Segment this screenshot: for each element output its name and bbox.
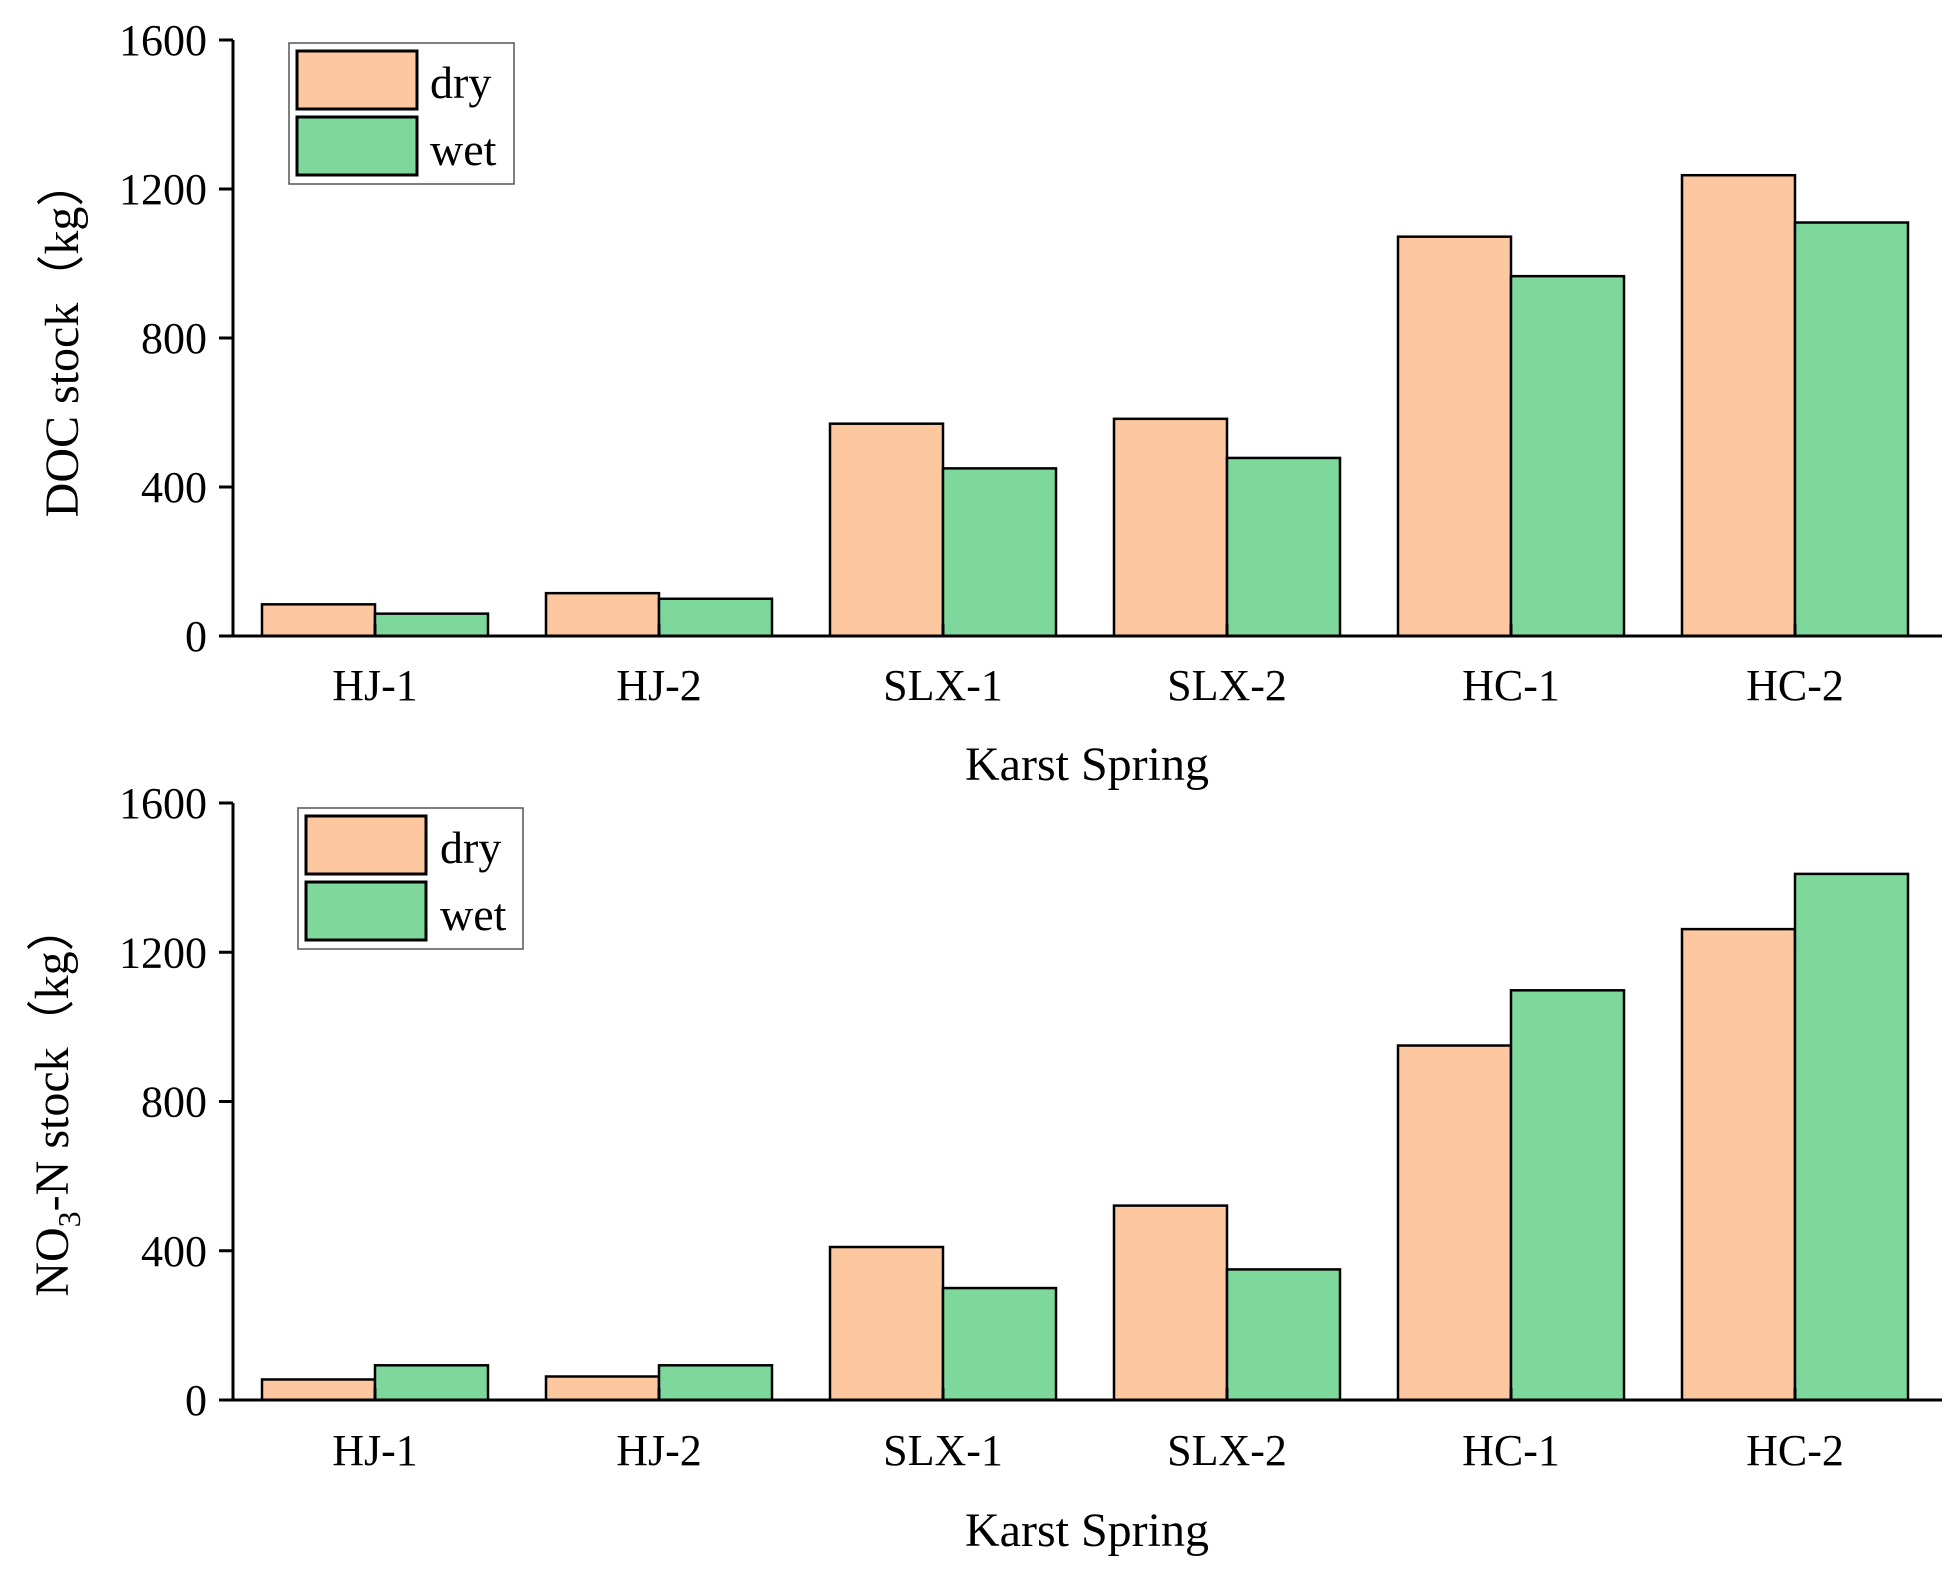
no3n-y-title-main: NO: [26, 1227, 79, 1296]
no3n-y-ticks: 0 400 800 1200 1600: [119, 779, 233, 1425]
no3n-legend-swatch-dry: [304, 814, 428, 876]
no3n-bar-dry: [260, 1378, 377, 1402]
doc-category-label: SLX-1: [883, 661, 1003, 710]
doc-bar-wet: [1509, 274, 1626, 638]
no3n-y-title-tail: -N stock（kg）: [26, 903, 79, 1211]
no3n-category-label: SLX-1: [883, 1426, 1003, 1475]
no3n-y-tick-label: 800: [141, 1078, 207, 1127]
no3n-y-axis-title: NO3-N stock（kg）: [26, 903, 87, 1296]
no3n-bar-wet: [1793, 872, 1910, 1402]
doc-y-title-main: DOC stock（kg）: [36, 159, 89, 518]
doc-y-tick-label: 400: [141, 463, 207, 512]
no3n-bar-dry: [1680, 927, 1797, 1402]
doc-y-tick-label: 800: [141, 314, 207, 363]
doc-category-label: HC-1: [1462, 661, 1560, 710]
doc-legend-swatch-dry: [295, 49, 419, 111]
no3n-bar-wet: [657, 1364, 774, 1402]
doc-bar-dry: [1112, 417, 1229, 638]
doc-bar-wet: [941, 467, 1058, 638]
no3n-category-label: HC-2: [1746, 1426, 1844, 1475]
doc-bar-wet: [373, 612, 490, 638]
no3n-bar-dry: [1112, 1204, 1229, 1402]
no3n-category-label: HJ-2: [616, 1426, 702, 1475]
doc-category-label: HJ-2: [616, 661, 702, 710]
no3n-category-labels: HJ-1 HJ-2 SLX-1 SLX-2 HC-1 HC-2: [332, 1388, 1844, 1475]
no3n-bar-dry: [828, 1245, 945, 1402]
doc-bar-dry: [1396, 235, 1513, 638]
doc-bar-dry: [828, 422, 945, 638]
no3n-x-axis-title: Karst Spring: [965, 1504, 1209, 1557]
doc-bar-dry: [1680, 173, 1797, 638]
doc-legend-label-wet: wet: [430, 124, 497, 175]
doc-bar-dry: [260, 603, 377, 638]
doc-category-label: HC-2: [1746, 661, 1844, 710]
doc-y-tick-label: 1200: [119, 165, 207, 214]
doc-category-label: SLX-2: [1167, 661, 1287, 710]
no3n-category-label: HJ-1: [332, 1426, 418, 1475]
doc-bar-wet: [657, 597, 774, 638]
no3n-category-label: SLX-2: [1167, 1426, 1287, 1475]
doc-y-tick-label: 1600: [119, 16, 207, 65]
no3n-y-tick-label: 0: [185, 1376, 207, 1425]
no3n-stock-chart: 0 400 800 1200 1600 HJ-1 HJ-2 SLX-1 SLX-2 HC-1 HC…: [26, 779, 1942, 1557]
no3n-legend-label-dry: dry: [440, 822, 501, 873]
doc-x-axis-title: Karst Spring: [965, 738, 1209, 791]
no3n-category-label: HC-1: [1462, 1426, 1560, 1475]
doc-legend: dry wet: [288, 42, 515, 185]
no3n-bar-dry: [544, 1375, 661, 1402]
doc-bar-dry: [544, 591, 661, 638]
doc-bar-wet: [1793, 221, 1910, 638]
no3n-legend-swatch-wet: [304, 880, 428, 942]
no3n-bar-wet: [373, 1364, 490, 1402]
doc-category-label: HJ-1: [332, 661, 418, 710]
no3n-bars: [260, 872, 1910, 1402]
no3n-bar-wet: [941, 1286, 1058, 1402]
no3n-legend-label-wet: wet: [440, 889, 507, 940]
doc-category-labels: HJ-1 HJ-2 SLX-1 SLX-2 HC-1 HC-2: [332, 624, 1844, 710]
doc-stock-chart: 0 400 800 1200 1600 HJ-1 HJ-2 SLX-1 SLX-2 HC-1 HC…: [36, 16, 1942, 791]
doc-legend-swatch-wet: [295, 115, 419, 177]
no3n-y-tick-label: 400: [141, 1227, 207, 1276]
doc-y-axis-title: DOC stock（kg）: [36, 159, 89, 518]
no3n-y-title-sub: 3: [51, 1211, 87, 1227]
no3n-y-tick-label: 1600: [119, 779, 207, 828]
doc-bar-wet: [1225, 456, 1342, 638]
no3n-bar-dry: [1396, 1044, 1513, 1402]
no3n-y-tick-label: 1200: [119, 928, 207, 977]
doc-legend-label-dry: dry: [430, 57, 491, 108]
no3n-bar-wet: [1509, 989, 1626, 1402]
doc-y-tick-label: 0: [185, 612, 207, 661]
doc-y-ticks: 0 400 800 1200 1600: [119, 16, 233, 661]
no3n-bar-wet: [1225, 1268, 1342, 1402]
doc-bars: [260, 173, 1910, 638]
no3n-legend: dry wet: [297, 807, 524, 950]
